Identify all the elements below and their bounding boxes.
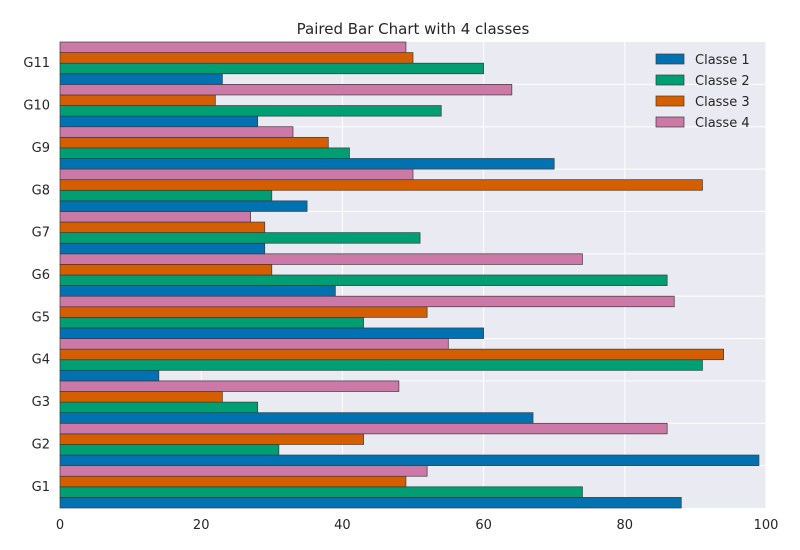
- bar-layer: [59, 41, 760, 509]
- y-tick-label-g1: G1: [32, 480, 50, 495]
- bar-g4-classe-1: [59, 369, 160, 382]
- x-axis-ticks: 0 20 40 60 80 100: [56, 518, 779, 533]
- x-tick-label-4: 80: [617, 518, 634, 533]
- legend-label-classe-4: Classe 4: [695, 116, 750, 131]
- bar-g10-classe-3: [59, 94, 216, 106]
- bar-g2-classe-4: [59, 422, 668, 435]
- y-tick-label-g5: G5: [32, 310, 50, 325]
- legend-swatch-classe-1: [655, 53, 685, 65]
- bar-g1-classe-3: [59, 475, 407, 488]
- bar-g1-classe-1: [59, 497, 682, 509]
- bar-g3-classe-4: [59, 380, 400, 392]
- bar-g2-classe-1: [59, 454, 760, 466]
- bar-g8-classe-2: [59, 189, 273, 202]
- bar-g11-classe-4: [59, 41, 407, 53]
- bar-g2-classe-2: [59, 444, 280, 456]
- bar-g7-classe-4: [59, 211, 251, 223]
- y-tick-label-g7: G7: [32, 226, 50, 241]
- bar-g5-classe-2: [59, 317, 364, 329]
- legend: Classe 1 Classe 2 Classe 3 Classe 4: [655, 53, 750, 131]
- y-tick-label-g8: G8: [32, 183, 50, 198]
- bar-g4-classe-3: [59, 348, 724, 361]
- bar-g6-classe-2: [59, 274, 668, 286]
- bar-g9-classe-4: [59, 126, 294, 138]
- bar-g5-classe-4: [59, 295, 675, 308]
- bar-g8-classe-4: [59, 168, 414, 181]
- bar-g3-classe-3: [59, 391, 223, 403]
- legend-label-classe-3: Classe 3: [695, 95, 750, 110]
- bar-g11-classe-3: [59, 52, 414, 64]
- y-tick-label-g11: G11: [23, 56, 50, 71]
- bar-g1-classe-4: [59, 465, 428, 477]
- bar-g1-classe-2: [59, 486, 583, 498]
- y-tick-label-g4: G4: [32, 353, 50, 368]
- bar-g8-classe-3: [59, 179, 703, 191]
- legend-label-classe-2: Classe 2: [695, 74, 750, 89]
- x-tick-label-3: 60: [475, 518, 492, 533]
- bar-g8-classe-1: [59, 200, 308, 212]
- bar-g3-classe-2: [59, 401, 259, 414]
- bar-g5-classe-1: [59, 327, 484, 339]
- bar-g10-classe-2: [59, 105, 442, 117]
- bar-g10-classe-1: [59, 115, 259, 128]
- bar-g3-classe-1: [59, 412, 534, 424]
- bar-g6-classe-1: [59, 285, 336, 297]
- bar-g7-classe-2: [59, 232, 421, 244]
- bar-g2-classe-3: [59, 433, 364, 445]
- bar-g7-classe-1: [59, 242, 266, 255]
- bar-g9-classe-1: [59, 158, 555, 170]
- bar-g9-classe-3: [59, 136, 329, 149]
- bar-g11-classe-2: [59, 62, 484, 75]
- bar-g4-classe-2: [59, 359, 703, 371]
- bar-g6-classe-4: [59, 253, 583, 265]
- y-tick-label-g3: G3: [32, 395, 50, 410]
- bar-g5-classe-3: [59, 306, 428, 318]
- y-tick-label-g6: G6: [32, 268, 50, 283]
- x-tick-label-5: 100: [754, 518, 779, 533]
- y-tick-label-g9: G9: [32, 141, 50, 156]
- bar-g9-classe-2: [59, 147, 350, 159]
- legend-swatch-classe-3: [655, 95, 685, 107]
- x-tick-label-0: 0: [56, 518, 64, 533]
- legend-label-classe-1: Classe 1: [695, 53, 750, 68]
- x-tick-label-1: 20: [193, 518, 210, 533]
- y-tick-label-g2: G2: [32, 437, 50, 452]
- bar-g6-classe-3: [59, 264, 273, 276]
- bar-g7-classe-3: [59, 221, 266, 233]
- x-tick-label-2: 40: [334, 518, 351, 533]
- y-tick-label-g10: G10: [23, 99, 50, 114]
- bar-g10-classe-4: [59, 84, 513, 96]
- bar-g4-classe-4: [59, 338, 449, 350]
- bar-g11-classe-1: [59, 73, 223, 85]
- legend-swatch-classe-2: [655, 74, 685, 86]
- legend-swatch-classe-4: [655, 116, 685, 128]
- y-axis-ticks: G1 G2 G3 G4 G5 G6 G7 G8 G9 G10 G11: [23, 56, 50, 495]
- chart-title: Paired Bar Chart with 4 classes: [297, 20, 530, 38]
